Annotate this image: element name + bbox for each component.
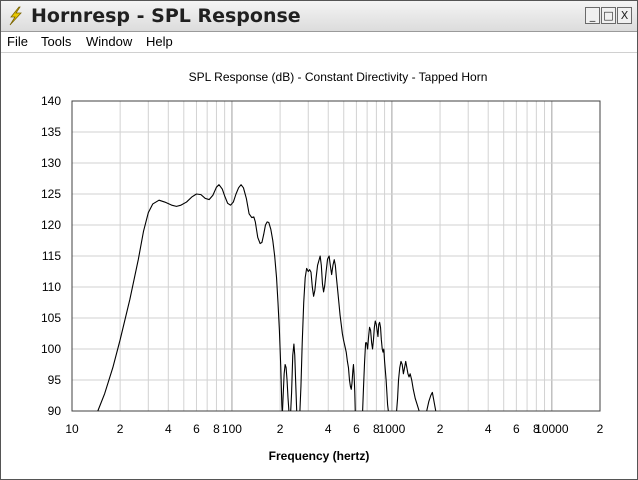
x-tick-label: 10000	[535, 422, 569, 436]
spl-response-line	[281, 363, 290, 412]
y-tick-label: 130	[41, 156, 61, 170]
spl-response-line	[299, 255, 356, 412]
x-tick-label: 4	[325, 422, 332, 436]
x-tick-label: 100	[222, 422, 242, 436]
chart-title: SPL Response (dB) - Constant Directivity…	[189, 70, 488, 84]
minimize-button[interactable]: _	[585, 7, 600, 24]
maximize-button[interactable]: □	[601, 7, 616, 24]
spl-response-line	[362, 320, 389, 412]
y-tick-label: 120	[41, 218, 61, 232]
y-tick-label: 125	[41, 187, 61, 201]
x-axis-label: Frequency (hertz)	[269, 449, 370, 463]
y-tick-label: 90	[48, 404, 62, 418]
x-tick-label: 8	[533, 422, 540, 436]
x-tick-label: 8	[373, 422, 380, 436]
y-tick-label: 95	[48, 373, 62, 387]
lightning-icon	[6, 6, 24, 26]
spl-response-line	[97, 184, 283, 412]
x-tick-label: 2	[597, 422, 604, 436]
spl-response-line	[426, 391, 437, 412]
x-tick-label: 2	[117, 422, 124, 436]
x-tick-label: 2	[437, 422, 444, 436]
x-tick-label: 6	[193, 422, 200, 436]
menu-bar: File Tools Window Help	[1, 32, 637, 53]
x-tick-label: 4	[165, 422, 172, 436]
spl-response-line	[396, 360, 420, 412]
x-tick-label: 6	[353, 422, 360, 436]
y-tick-label: 140	[41, 94, 61, 108]
y-tick-label: 100	[41, 342, 61, 356]
title-bar[interactable]: Hornresp - SPL Response _ □ X	[1, 1, 637, 32]
x-tick-label: 10	[65, 422, 79, 436]
y-tick-label: 115	[42, 249, 61, 263]
x-tick-label: 2	[277, 422, 284, 436]
menu-window[interactable]: Window	[86, 34, 133, 49]
x-tick-label: 8	[213, 422, 220, 436]
y-tick-label: 110	[42, 280, 61, 294]
x-tick-label: 1000	[379, 422, 406, 436]
menu-help[interactable]: Help	[146, 34, 173, 49]
y-tick-label: 105	[41, 311, 61, 325]
x-tick-label: 4	[485, 422, 492, 436]
spl-response-line	[290, 343, 298, 412]
plot-frame	[71, 100, 601, 412]
menu-file[interactable]: File	[7, 34, 28, 49]
x-tick-label: 6	[513, 422, 520, 436]
close-button[interactable]: X	[617, 7, 632, 24]
window-title: Hornresp - SPL Response	[31, 5, 301, 27]
y-tick-label: 135	[41, 125, 61, 139]
menu-tools[interactable]: Tools	[41, 34, 72, 49]
